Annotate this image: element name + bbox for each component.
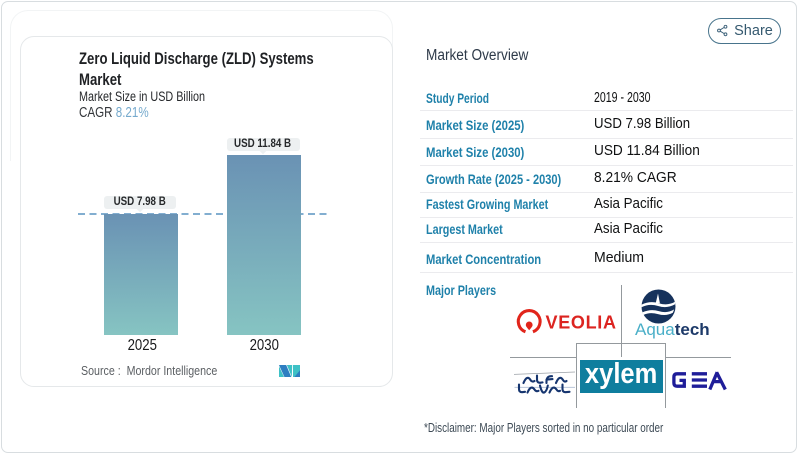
svg-text:Aquatech: Aquatech bbox=[635, 320, 710, 339]
svg-text:VEOLIA: VEOLIA bbox=[546, 312, 617, 332]
